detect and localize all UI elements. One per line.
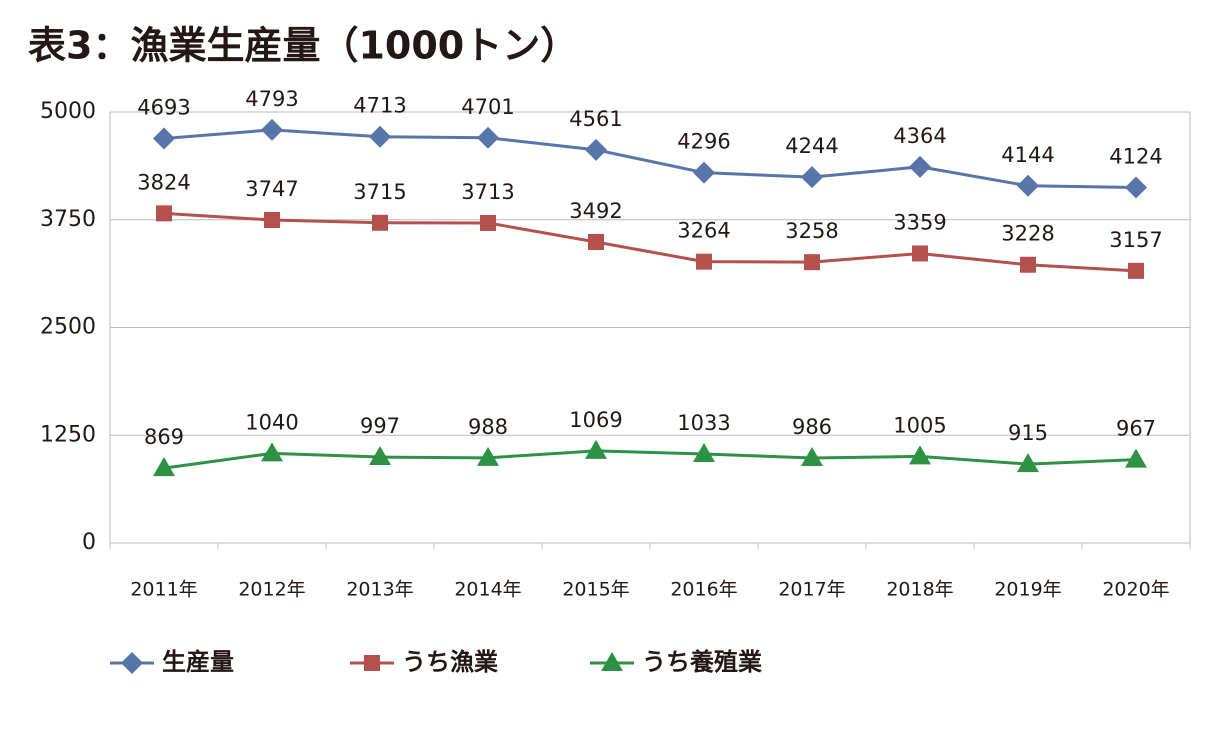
data-label: 4561 xyxy=(569,107,622,131)
marker xyxy=(261,118,283,141)
marker xyxy=(588,233,604,250)
legend-label: うち養殖業 xyxy=(642,648,762,676)
marker xyxy=(909,155,931,178)
marker xyxy=(1125,176,1147,199)
data-label: 4124 xyxy=(1109,145,1162,169)
marker xyxy=(1020,256,1036,273)
data-label: 869 xyxy=(144,425,184,449)
data-label: 3264 xyxy=(677,219,730,243)
x-tick-label: 2015年 xyxy=(562,579,629,601)
y-tick-label: 2500 xyxy=(40,315,96,340)
marker xyxy=(804,254,820,271)
data-label: 1005 xyxy=(893,413,946,437)
marker xyxy=(1017,453,1039,473)
data-label: 4144 xyxy=(1001,143,1054,167)
data-label: 1040 xyxy=(245,410,298,434)
chart-title: 表3：漁業生産量（1000トン） xyxy=(28,24,578,68)
marker xyxy=(693,442,715,462)
y-tick-label: 5000 xyxy=(40,99,96,124)
marker xyxy=(153,457,175,477)
data-label: 3258 xyxy=(785,219,838,243)
marker xyxy=(696,253,712,270)
x-tick-label: 2012年 xyxy=(238,579,305,601)
marker xyxy=(585,439,607,459)
data-label: 4244 xyxy=(785,134,838,158)
marker xyxy=(909,445,931,465)
marker xyxy=(153,127,175,150)
legend-label: うち漁業 xyxy=(402,648,498,676)
data-label: 967 xyxy=(1116,417,1156,441)
marker xyxy=(261,442,283,462)
x-tick-label: 2018年 xyxy=(886,579,953,601)
series-line xyxy=(163,211,1137,273)
x-tick-label: 2017年 xyxy=(778,579,845,601)
marker xyxy=(477,446,499,466)
x-tick-label: 2019年 xyxy=(994,579,1061,601)
data-label: 915 xyxy=(1008,421,1048,445)
data-label: 3157 xyxy=(1109,228,1162,252)
marker xyxy=(364,655,380,671)
marker xyxy=(601,652,623,671)
marker xyxy=(1128,262,1144,279)
x-tick-label: 2016年 xyxy=(670,579,737,601)
x-tick-label: 2011年 xyxy=(130,579,197,601)
marker xyxy=(1125,448,1147,468)
data-label: 3715 xyxy=(353,180,406,204)
data-label: 3359 xyxy=(893,210,946,234)
data-label: 3228 xyxy=(1001,222,1054,246)
marker xyxy=(693,161,715,184)
data-label: 4701 xyxy=(461,95,514,119)
data-label: 986 xyxy=(792,415,832,439)
data-label: 997 xyxy=(360,414,400,438)
data-label: 3824 xyxy=(137,170,190,194)
marker xyxy=(801,447,823,467)
series-line xyxy=(163,449,1137,470)
marker xyxy=(912,245,928,262)
marker xyxy=(1017,174,1039,197)
x-tick-label: 2014年 xyxy=(454,579,521,601)
marker xyxy=(156,205,172,222)
data-label: 3492 xyxy=(569,199,622,223)
marker xyxy=(801,166,823,189)
series-line xyxy=(163,128,1137,190)
y-tick-label: 1250 xyxy=(40,422,96,447)
y-tick-label: 3750 xyxy=(40,207,96,232)
y-tick-label: 0 xyxy=(82,530,96,555)
marker xyxy=(121,652,143,674)
data-label: 4713 xyxy=(353,94,406,118)
x-tick-label: 2013年 xyxy=(346,579,413,601)
data-label: 3713 xyxy=(461,180,514,204)
marker xyxy=(369,446,391,466)
data-label: 1069 xyxy=(569,408,622,432)
data-label: 4793 xyxy=(245,87,298,111)
marker xyxy=(369,125,391,148)
legend-label: 生産量 xyxy=(162,648,234,676)
data-label: 4364 xyxy=(893,124,946,148)
data-label: 3747 xyxy=(245,177,298,201)
marker xyxy=(585,138,607,161)
data-label: 4296 xyxy=(677,130,730,154)
marker xyxy=(372,214,388,231)
x-tick-label: 2020年 xyxy=(1102,579,1169,601)
marker xyxy=(264,212,280,229)
marker xyxy=(480,214,496,231)
data-label: 4693 xyxy=(137,95,190,119)
data-label: 988 xyxy=(468,415,508,439)
marker xyxy=(477,126,499,149)
data-label: 1033 xyxy=(677,411,730,435)
